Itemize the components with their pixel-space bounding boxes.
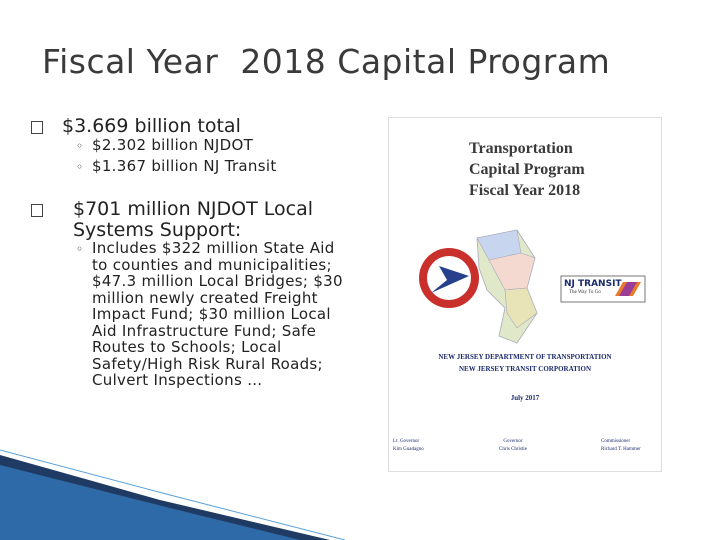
- official-name: Richard T. Hammer: [601, 447, 641, 452]
- nj-map-region: [504, 287, 538, 329]
- cover-date: July 2017: [510, 394, 540, 402]
- cover-title: Transportation Capital Program Fiscal Ye…: [469, 138, 585, 201]
- swoosh-band: [0, 465, 300, 540]
- official-role: Lt. Governor: [393, 439, 420, 444]
- cover-title-line: Transportation: [469, 140, 573, 157]
- official-role: Commissioner: [601, 439, 631, 444]
- official-role: Governor: [503, 439, 523, 444]
- cover-title-line: Fiscal Year 2018: [469, 182, 581, 199]
- bullet: $3.669 billion total: [62, 115, 241, 137]
- cover-artwork: [419, 229, 646, 344]
- official-name: Chris Christie: [499, 447, 527, 452]
- sub-bullet-marker: ◦: [76, 160, 84, 174]
- transit-logo-stripe: [619, 282, 637, 296]
- bullet-box: [31, 121, 43, 134]
- sub-bullet: $2.302 billion NJDOT: [92, 136, 254, 154]
- corner-swoosh: [0, 449, 346, 540]
- sub-bullet-marker: ◦: [76, 242, 84, 256]
- cover-title-line: Capital Program: [469, 161, 585, 178]
- swoosh-line: [0, 449, 346, 540]
- official-name: Kim Guadagno: [393, 447, 424, 452]
- njdot-arrow: [431, 266, 469, 293]
- agency: NEW JERSEY DEPARTMENT OF TRANSPORTATION: [438, 353, 612, 361]
- agency: NEW JERSEY TRANSIT CORPORATION: [458, 365, 592, 373]
- slide-title: Fiscal Year 2018 Capital Program: [42, 42, 611, 81]
- report-cover: Transportation Capital Program Fiscal Ye…: [388, 117, 662, 472]
- sub-bullet-marker: ◦: [76, 139, 84, 153]
- official: Governor Chris Christie: [499, 438, 527, 454]
- transit-logo-tagline: The Way To Go: [569, 290, 601, 295]
- official: Lt. Governor Kim Guadagno: [393, 438, 424, 454]
- sub-bullet: $1.367 billion NJ Transit: [92, 157, 277, 175]
- bullet: $701 million NJDOT Local Systems Support…: [73, 198, 314, 241]
- nj-map-region: [488, 252, 536, 291]
- transit-logo-name: NJ TRANSIT: [564, 279, 622, 289]
- official: Commissioner Richard T. Hammer: [601, 438, 641, 454]
- sub-bullet: Includes $322 million State Aid to count…: [92, 239, 343, 389]
- agencies: NEW JERSEY DEPARTMENT OF TRANSPORTATION …: [389, 351, 661, 375]
- bullet-box: [31, 204, 43, 217]
